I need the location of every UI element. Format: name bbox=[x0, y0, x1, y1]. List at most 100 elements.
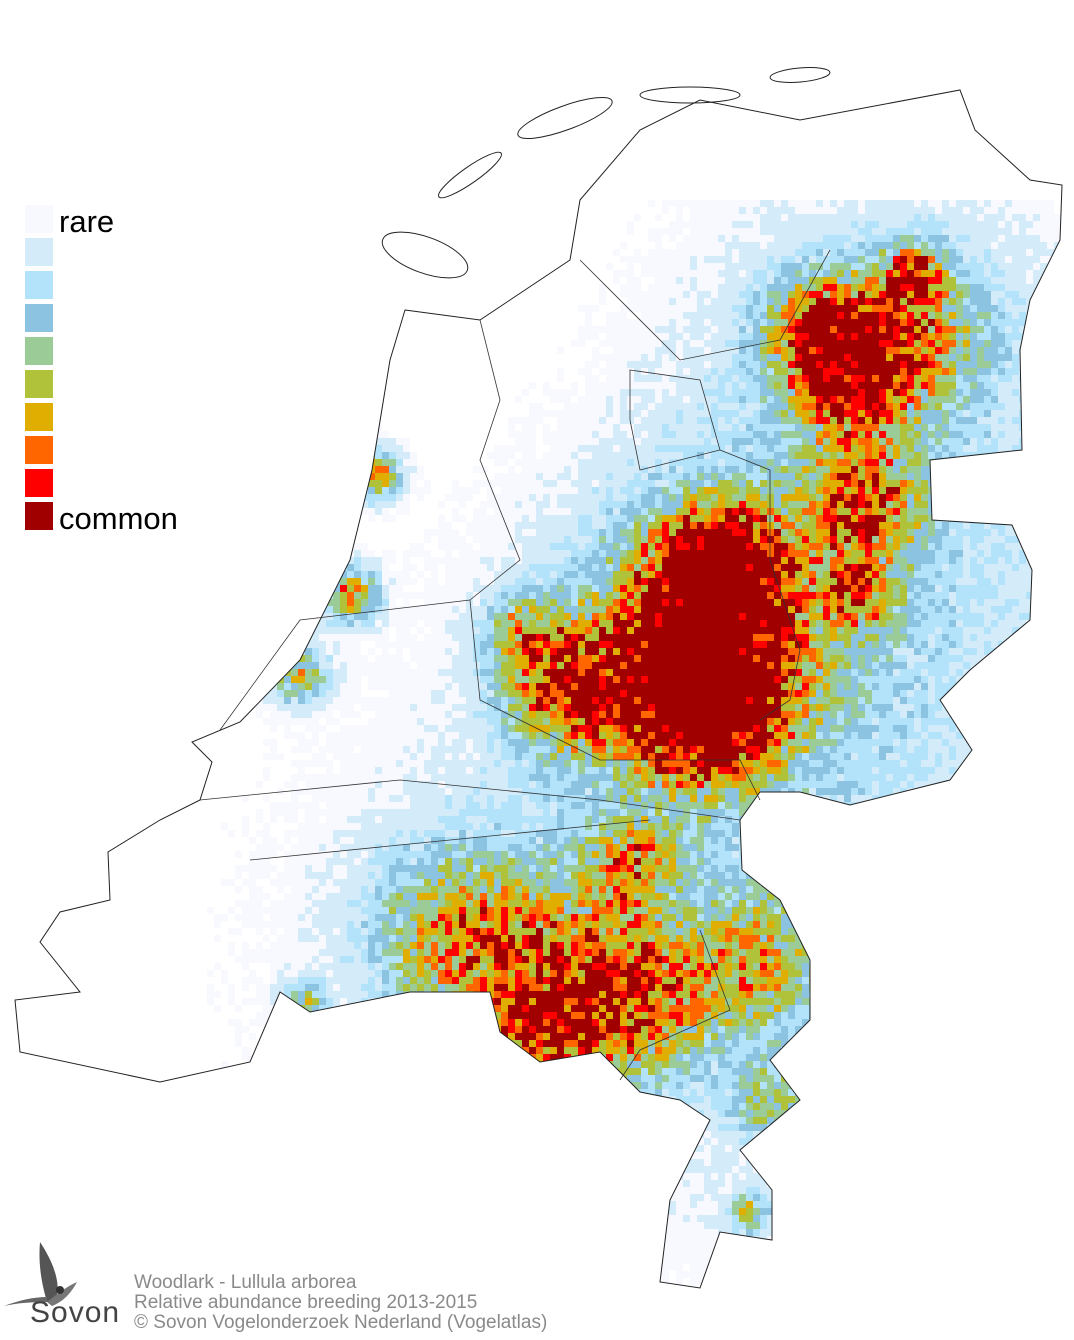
abundance-cell bbox=[676, 501, 683, 508]
abundance-cell bbox=[732, 403, 739, 410]
abundance-cell bbox=[1026, 459, 1033, 466]
abundance-cell bbox=[515, 445, 522, 452]
abundance-cell bbox=[319, 557, 326, 564]
abundance-cell bbox=[767, 284, 774, 291]
abundance-cell bbox=[1040, 459, 1047, 466]
abundance-cell bbox=[508, 494, 515, 501]
abundance-cell bbox=[389, 438, 396, 445]
abundance-cell bbox=[1047, 361, 1054, 368]
abundance-cell bbox=[739, 417, 746, 424]
abundance-cell bbox=[445, 606, 452, 613]
abundance-cell bbox=[865, 235, 872, 242]
abundance-cell bbox=[816, 214, 823, 221]
abundance-cell bbox=[802, 375, 809, 382]
abundance-cell bbox=[459, 585, 466, 592]
abundance-cell bbox=[683, 368, 690, 375]
abundance-cell bbox=[739, 368, 746, 375]
abundance-cell bbox=[690, 319, 697, 326]
abundance-cell bbox=[1026, 564, 1033, 571]
abundance-cell bbox=[655, 613, 662, 620]
abundance-cell bbox=[879, 438, 886, 445]
abundance-cell bbox=[914, 585, 921, 592]
abundance-cell bbox=[830, 592, 837, 599]
abundance-cell bbox=[382, 459, 389, 466]
abundance-cell bbox=[627, 221, 634, 228]
abundance-cell bbox=[613, 592, 620, 599]
abundance-cell bbox=[963, 347, 970, 354]
abundance-cell bbox=[963, 305, 970, 312]
abundance-cell bbox=[970, 578, 977, 585]
abundance-cell bbox=[907, 515, 914, 522]
abundance-cell bbox=[536, 473, 543, 480]
abundance-cell bbox=[662, 585, 669, 592]
abundance-cell bbox=[585, 326, 592, 333]
abundance-cell bbox=[620, 361, 627, 368]
abundance-cell bbox=[634, 466, 641, 473]
abundance-cell bbox=[830, 431, 837, 438]
abundance-cell bbox=[928, 291, 935, 298]
abundance-cell bbox=[1019, 459, 1026, 466]
abundance-cell bbox=[802, 340, 809, 347]
abundance-cell bbox=[865, 249, 872, 256]
abundance-cell bbox=[1005, 235, 1012, 242]
abundance-cell bbox=[718, 291, 725, 298]
abundance-cell bbox=[1033, 207, 1040, 214]
abundance-cell bbox=[970, 263, 977, 270]
abundance-cell bbox=[823, 445, 830, 452]
abundance-cell bbox=[592, 522, 599, 529]
abundance-cell bbox=[732, 340, 739, 347]
abundance-cell bbox=[578, 473, 585, 480]
abundance-cell bbox=[690, 361, 697, 368]
abundance-cell bbox=[396, 466, 403, 473]
abundance-cell bbox=[1012, 368, 1019, 375]
abundance-cell bbox=[914, 396, 921, 403]
abundance-cell bbox=[823, 305, 830, 312]
abundance-cell bbox=[991, 543, 998, 550]
abundance-cell bbox=[984, 361, 991, 368]
abundance-cell bbox=[592, 557, 599, 564]
abundance-cell bbox=[655, 298, 662, 305]
abundance-cell bbox=[711, 263, 718, 270]
abundance-cell bbox=[956, 333, 963, 340]
abundance-cell bbox=[1061, 606, 1062, 613]
abundance-cell bbox=[816, 284, 823, 291]
abundance-cell bbox=[473, 578, 480, 585]
abundance-cell bbox=[550, 592, 557, 599]
abundance-cell bbox=[655, 375, 662, 382]
abundance-cell bbox=[767, 550, 774, 557]
abundance-cell bbox=[984, 214, 991, 221]
abundance-cell bbox=[998, 207, 1005, 214]
abundance-cell bbox=[935, 305, 942, 312]
abundance-cell bbox=[970, 494, 977, 501]
abundance-cell bbox=[725, 592, 732, 599]
abundance-cell bbox=[760, 368, 767, 375]
abundance-cell bbox=[935, 613, 942, 620]
abundance-cell bbox=[641, 410, 648, 417]
abundance-cell bbox=[655, 410, 662, 417]
abundance-cell bbox=[445, 620, 452, 627]
abundance-cell bbox=[585, 452, 592, 459]
abundance-cell bbox=[942, 312, 949, 319]
abundance-cell bbox=[487, 522, 494, 529]
abundance-cell bbox=[753, 291, 760, 298]
abundance-cell bbox=[634, 501, 641, 508]
abundance-cell bbox=[998, 396, 1005, 403]
abundance-cell bbox=[1005, 613, 1012, 620]
abundance-cell bbox=[844, 326, 851, 333]
abundance-cell bbox=[690, 277, 697, 284]
abundance-cell bbox=[823, 536, 830, 543]
abundance-cell bbox=[970, 501, 977, 508]
abundance-cell bbox=[886, 571, 893, 578]
abundance-cell bbox=[879, 620, 886, 627]
abundance-cell bbox=[809, 515, 816, 522]
abundance-cell bbox=[1019, 340, 1026, 347]
abundance-cell bbox=[501, 620, 508, 627]
abundance-cell bbox=[809, 200, 816, 207]
abundance-cell bbox=[914, 270, 921, 277]
abundance-cell bbox=[1033, 382, 1040, 389]
abundance-cell bbox=[942, 599, 949, 606]
abundance-cell bbox=[774, 207, 781, 214]
abundance-cell bbox=[669, 529, 676, 536]
abundance-cell bbox=[851, 606, 858, 613]
abundance-cell bbox=[732, 214, 739, 221]
